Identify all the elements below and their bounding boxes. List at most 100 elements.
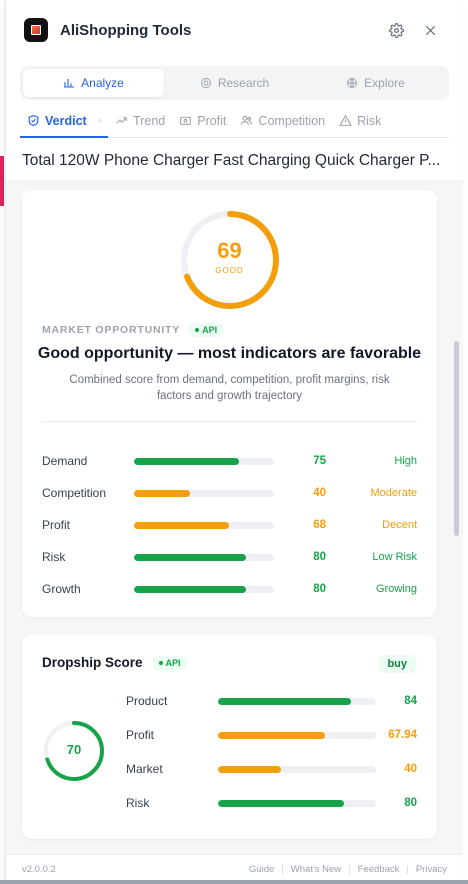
dropship-metric-name: Profit [126, 728, 155, 742]
tab-competition[interactable]: Competition [233, 104, 332, 137]
dropship-score-value: 70 [66, 742, 82, 757]
mode-label: Explore [364, 76, 405, 90]
status-dot-icon [158, 660, 163, 665]
dropship-metric-fill [218, 765, 282, 773]
dropship-metric-value: 40 [404, 763, 417, 775]
tab-label: Risk [357, 113, 382, 128]
dropship-metric-track [218, 731, 376, 739]
dropship-row-profit: Profit 67.94 [126, 726, 417, 744]
scrollbar[interactable] [454, 341, 459, 536]
metric-fill [134, 585, 246, 593]
dropship-metric-fill [218, 731, 326, 739]
footer-link-feedback[interactable]: Feedback [357, 864, 400, 875]
metric-row-growth: Growth 80 Growing [42, 580, 417, 598]
metric-fill [134, 489, 190, 497]
metric-value: 80 [313, 551, 326, 563]
close-button[interactable] [415, 15, 445, 45]
footer-link-privacy[interactable]: Privacy [415, 864, 447, 875]
metric-fill [134, 457, 239, 465]
tab-verdict[interactable]: Verdict › [20, 104, 109, 138]
metric-track [134, 553, 274, 561]
verdict-description: Combined score from demand, competition,… [69, 374, 390, 402]
recommendation-badge: buy [377, 655, 417, 673]
metric-fill [134, 521, 230, 529]
background-page-accent [0, 156, 4, 206]
metric-name: Growth [42, 582, 81, 596]
metric-name: Profit [42, 518, 71, 532]
metric-tag: High [394, 455, 417, 467]
panel-footer: v2.0.0.2 Guide | What's New | Feedback |… [6, 854, 463, 884]
tab-label: Profit [197, 113, 227, 128]
divider: | [406, 864, 409, 875]
footer-link-whats-new[interactable]: What's New [290, 864, 342, 875]
metric-track [134, 585, 274, 593]
chevron-right-icon: › [97, 115, 102, 126]
metric-tag: Growing [376, 583, 417, 595]
tab-label: Competition [258, 113, 326, 128]
content-scroll-area[interactable]: 69 GOOD MARKET OPPORTUNITY API Good oppo… [6, 181, 463, 854]
dropship-metric-track [218, 697, 376, 705]
verdict-card: 69 GOOD MARKET OPPORTUNITY API Good oppo… [22, 190, 437, 617]
close-icon [425, 25, 435, 35]
dropship-metric-track [218, 765, 376, 773]
dropship-title-row: Dropship Score API [42, 655, 188, 670]
metric-fill [134, 553, 246, 561]
mode-label: Analyze [81, 76, 124, 90]
dropship-score-arc [44, 721, 104, 781]
market-opportunity-label: MARKET OPPORTUNITY [42, 324, 181, 336]
metric-name: Competition [42, 486, 107, 500]
dropship-metric-fill [218, 697, 351, 705]
extension-panel: AliShopping Tools Analyze Research Explo… [5, 0, 463, 884]
tab-risk[interactable]: Risk [332, 104, 388, 137]
panel-header: AliShopping Tools [6, 0, 463, 60]
tab-profit[interactable]: Profit [172, 104, 233, 137]
settings-button[interactable] [381, 15, 411, 45]
metric-row-competition: Competition 40 Moderate [42, 484, 417, 502]
trend-up-icon [116, 117, 127, 124]
dropship-title: Dropship Score [42, 655, 143, 670]
mode-research[interactable]: Research [164, 69, 305, 97]
dropship-metric-name: Market [126, 762, 163, 776]
footer-link-guide[interactable]: Guide [248, 864, 275, 875]
metric-name: Demand [42, 454, 88, 468]
status-dot-icon [195, 328, 200, 332]
metric-tag: Decent [382, 519, 417, 531]
shield-check-icon [28, 114, 39, 126]
metric-row-demand: Demand 75 High [42, 452, 417, 470]
divider: | [281, 864, 284, 875]
dropship-row-product: Product 84 [126, 692, 417, 710]
tab-label: Verdict [45, 113, 87, 128]
metric-value: 80 [313, 583, 326, 595]
metric-name: Risk [42, 550, 66, 564]
gear-icon [388, 22, 404, 38]
metric-track [134, 457, 274, 465]
dropship-card: Dropship Score API buy 70 Product 84 Pro… [22, 635, 437, 839]
mode-explore[interactable]: Explore [305, 69, 446, 97]
bar-chart-icon [64, 79, 75, 88]
overall-score-label: GOOD [215, 266, 244, 275]
dropship-metric-name: Product [126, 694, 168, 708]
api-badge-text: API [202, 325, 218, 335]
market-opportunity-row: MARKET OPPORTUNITY API [42, 323, 225, 337]
warning-icon [339, 114, 352, 126]
version-label: v2.0.0.2 [22, 864, 56, 875]
target-icon [200, 78, 211, 88]
window-bottom-edge [0, 880, 468, 884]
metric-track [134, 489, 274, 497]
api-badge-text: API [165, 657, 181, 668]
metric-tag: Moderate [370, 487, 417, 499]
metric-row-risk: Risk 80 Low Risk [42, 548, 417, 566]
tab-trend[interactable]: Trend [108, 104, 172, 137]
dropship-metric-name: Risk [126, 796, 150, 810]
dropship-row-risk: Risk 80 [126, 794, 417, 812]
metric-value: 40 [313, 487, 326, 499]
product-title: Total 120W Phone Charger Fast Charging Q… [6, 138, 463, 181]
divider [42, 421, 417, 422]
metric-row-profit: Profit 68 Decent [42, 516, 417, 534]
dropship-metric-fill [218, 799, 345, 807]
mode-analyze[interactable]: Analyze [23, 69, 164, 97]
dropship-row-market: Market 40 [126, 760, 417, 778]
divider: | [348, 864, 351, 875]
metric-value: 75 [313, 455, 326, 467]
dropship-metric-track [218, 799, 376, 807]
